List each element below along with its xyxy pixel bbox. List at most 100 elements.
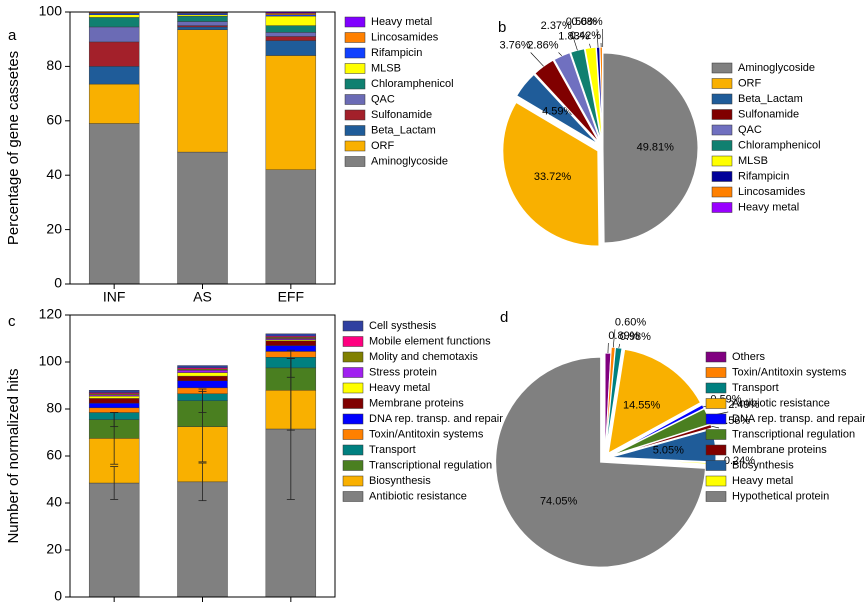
slice-label: 0.42%: [570, 30, 601, 42]
legend-swatch: [712, 110, 732, 120]
bar-segment: [178, 30, 228, 152]
legend-swatch: [345, 79, 365, 89]
legend-swatch: [343, 321, 363, 331]
bar-segment: [178, 152, 228, 284]
y-tick-label: 0: [54, 275, 62, 291]
bar-segment: [266, 13, 316, 14]
legend-label: MLSB: [738, 155, 768, 167]
legend-label: MLSB: [371, 62, 401, 74]
legend-label: Aminoglycoside: [738, 62, 815, 74]
legend-label: Lincosamides: [738, 186, 806, 198]
legend-label: Aminoglycoside: [371, 155, 448, 167]
bar-segment: [89, 124, 139, 284]
legend-swatch: [343, 414, 363, 424]
legend-swatch: [343, 461, 363, 471]
legend-swatch: [712, 125, 732, 135]
y-tick-label: 80: [46, 57, 62, 73]
bar-segment: [266, 16, 316, 26]
legend-swatch: [345, 17, 365, 27]
legend-swatch: [706, 399, 726, 409]
bar-segment: [89, 84, 139, 123]
slice-label: 33.72%: [534, 171, 572, 183]
legend-label: Sulfonamide: [371, 109, 432, 121]
legend-label: Beta_Lactam: [371, 124, 436, 136]
y-axis-label: Percentage of gene cassetes: [5, 51, 22, 245]
legend-label: Rifampicin: [738, 170, 789, 182]
y-tick-label: 0: [54, 588, 62, 604]
legend-swatch: [345, 48, 365, 58]
legend-label: Heavy metal: [371, 16, 432, 28]
legend-swatch: [712, 141, 732, 151]
bar-segment: [266, 32, 316, 36]
bar-segment: [89, 15, 139, 18]
bar-segment: [89, 66, 139, 84]
legend-label: Transport: [732, 382, 779, 394]
legend-label: Biosynthesis: [732, 459, 794, 471]
legend-swatch: [712, 94, 732, 104]
legend-swatch: [343, 492, 363, 502]
bar-segment: [266, 170, 316, 284]
legend-swatch: [706, 492, 726, 502]
bar-segment: [89, 42, 139, 66]
legend-label: ORF: [371, 140, 395, 152]
bar-segment: [89, 396, 139, 398]
legend-swatch: [706, 368, 726, 378]
leader-line: [590, 44, 591, 48]
legend-label: Rifampicin: [371, 47, 422, 59]
bar-segment: [266, 334, 316, 336]
bar-segment: [89, 403, 139, 408]
y-tick-label: 100: [39, 353, 63, 369]
y-tick-label: 120: [39, 306, 63, 322]
legend-swatch: [345, 95, 365, 105]
legend-swatch: [706, 445, 726, 455]
legend-label: Toxin/Antitoxin systems: [732, 366, 847, 378]
legend-swatch: [343, 476, 363, 486]
slice-label: 2.86%: [527, 39, 558, 51]
bar-segment: [178, 381, 228, 388]
bar-segment: [178, 373, 228, 377]
bar-segment: [89, 398, 139, 403]
y-axis-label: Number of normalized hits: [5, 368, 22, 543]
legend-label: Toxin/Antitoxin systems: [369, 428, 484, 440]
bar-segment: [266, 41, 316, 56]
bar-segment: [89, 408, 139, 413]
bar-segment: [178, 366, 228, 368]
bar-segment: [89, 17, 139, 27]
legend-label: Others: [732, 351, 766, 363]
legend-label: Heavy metal: [738, 201, 799, 213]
panel-letter: d: [500, 309, 508, 326]
legend-swatch: [343, 368, 363, 378]
slice-label: 14.55%: [623, 400, 661, 412]
legend-label: Transcriptional regulation: [369, 459, 492, 471]
legend-label: Chloramphenicol: [738, 139, 821, 151]
legend-swatch: [343, 337, 363, 347]
slice-label: 0.98%: [620, 331, 651, 343]
panel-letter: c: [8, 313, 16, 330]
legend-swatch: [345, 141, 365, 151]
legend-swatch: [712, 63, 732, 73]
legend-swatch: [345, 64, 365, 74]
legend-swatch: [706, 352, 726, 362]
panel-letter: a: [8, 27, 17, 44]
legend-label: QAC: [738, 124, 762, 136]
legend-swatch: [712, 156, 732, 166]
bar-segment: [178, 376, 228, 381]
legend-swatch: [706, 414, 726, 424]
legend-swatch: [712, 79, 732, 89]
bar-segment: [178, 22, 228, 26]
y-tick-label: 100: [39, 3, 63, 19]
y-tick-label: 20: [46, 220, 62, 236]
y-tick-label: 40: [46, 166, 62, 182]
legend-label: Mobile element functions: [369, 335, 491, 347]
bar-segment: [266, 56, 316, 170]
legend-label: Hypothetical protein: [732, 490, 829, 502]
legend-label: Chloramphenicol: [371, 78, 454, 90]
bar-segment: [178, 370, 228, 372]
leader-line: [619, 344, 620, 348]
legend-swatch: [345, 157, 365, 167]
legend-swatch: [345, 110, 365, 120]
legend-swatch: [343, 383, 363, 393]
legend-label: Lincosamides: [371, 31, 439, 43]
legend-label: ORF: [738, 77, 762, 89]
